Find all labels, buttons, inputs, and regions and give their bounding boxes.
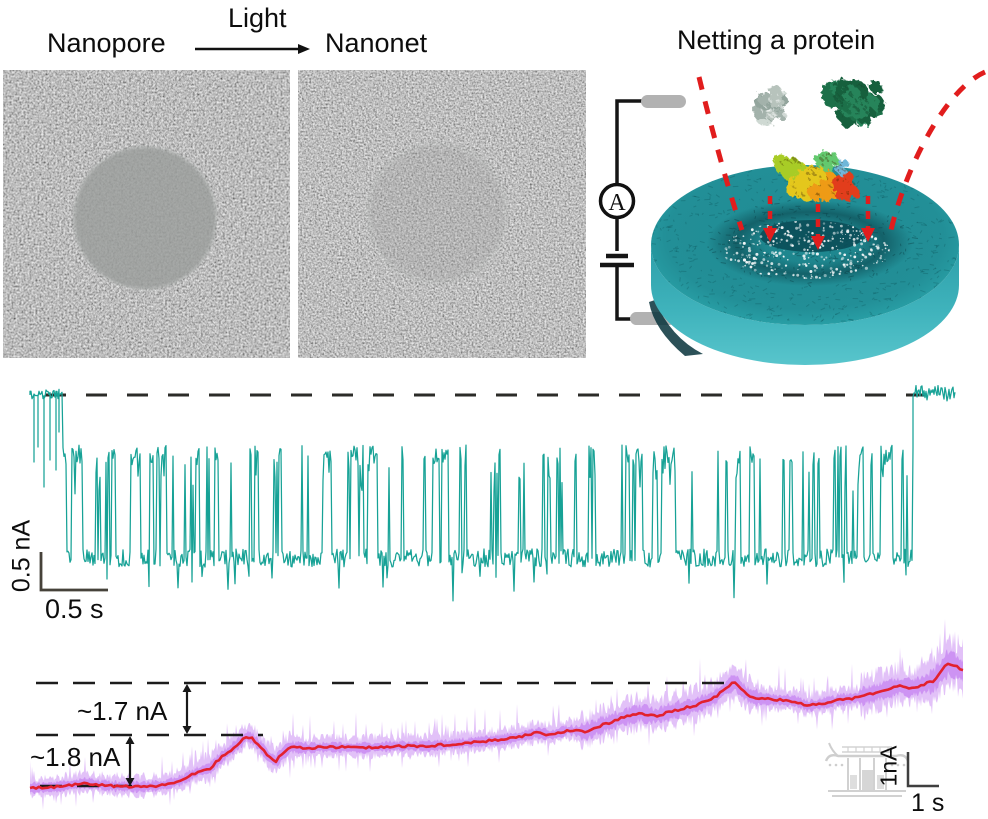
label-nanopore: Nanopore: [47, 28, 166, 58]
circuit-wire: [615, 266, 631, 321]
watermark-logo: [824, 742, 910, 797]
protein-complex: [773, 149, 859, 202]
capture-trace-mean: [29, 662, 964, 790]
tem-image-nanonet: [298, 70, 586, 358]
annotation-arrows: [125, 684, 192, 786]
label-nanonet: Nanonet: [325, 28, 428, 58]
ammeter-label: A: [608, 190, 626, 216]
funnel-dash-left: [696, 76, 745, 231]
ammeter-icon: [598, 182, 636, 220]
protein-silver: [753, 84, 791, 126]
scalebar-label-1s: 1 s: [911, 789, 945, 817]
scalebar-label-05na: 0.5 nA: [7, 519, 36, 593]
measurement-circuit: [598, 99, 645, 321]
label-light: Light: [228, 3, 287, 33]
nanopore-hole: [74, 147, 216, 289]
disk-shadow: [649, 300, 703, 356]
membrane-disk: [649, 165, 959, 365]
annotation-1p7na: ~1.7 nA: [77, 696, 168, 726]
electrode-top: [641, 95, 686, 108]
tem-image-nanopore: [3, 70, 290, 358]
scalebar-label-1na: 1nA: [875, 745, 902, 787]
protein-green: [821, 78, 885, 129]
light-arrow-icon: [195, 44, 310, 54]
scalebar-blockade: [39, 552, 108, 592]
annotation-1p8na: ~1.8 nA: [30, 742, 121, 772]
disk-side-wall: [651, 245, 959, 365]
capture-arrowhead-icon: [763, 228, 777, 242]
blockade-trace: [29, 384, 956, 602]
capture-arrowhead-icon: [811, 236, 825, 250]
capture-funnel-dashes: [696, 69, 987, 231]
nanonet-membrane: [368, 144, 506, 282]
capture-trace-noise-band: [30, 619, 963, 810]
funnel-dash-right: [888, 69, 987, 231]
circuit-wire: [615, 99, 645, 184]
scalebar-capture: [906, 752, 939, 788]
scalebar-label-05s: 0.5 s: [45, 594, 104, 624]
capture-arrowhead-icon: [861, 228, 875, 242]
label-netting-a-protein: Netting a protein: [677, 25, 876, 55]
capture-arrows: [763, 196, 875, 250]
